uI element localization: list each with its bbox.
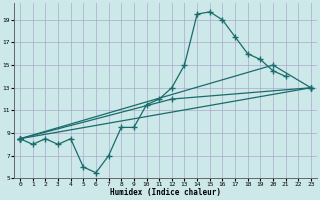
- X-axis label: Humidex (Indice chaleur): Humidex (Indice chaleur): [110, 188, 221, 197]
